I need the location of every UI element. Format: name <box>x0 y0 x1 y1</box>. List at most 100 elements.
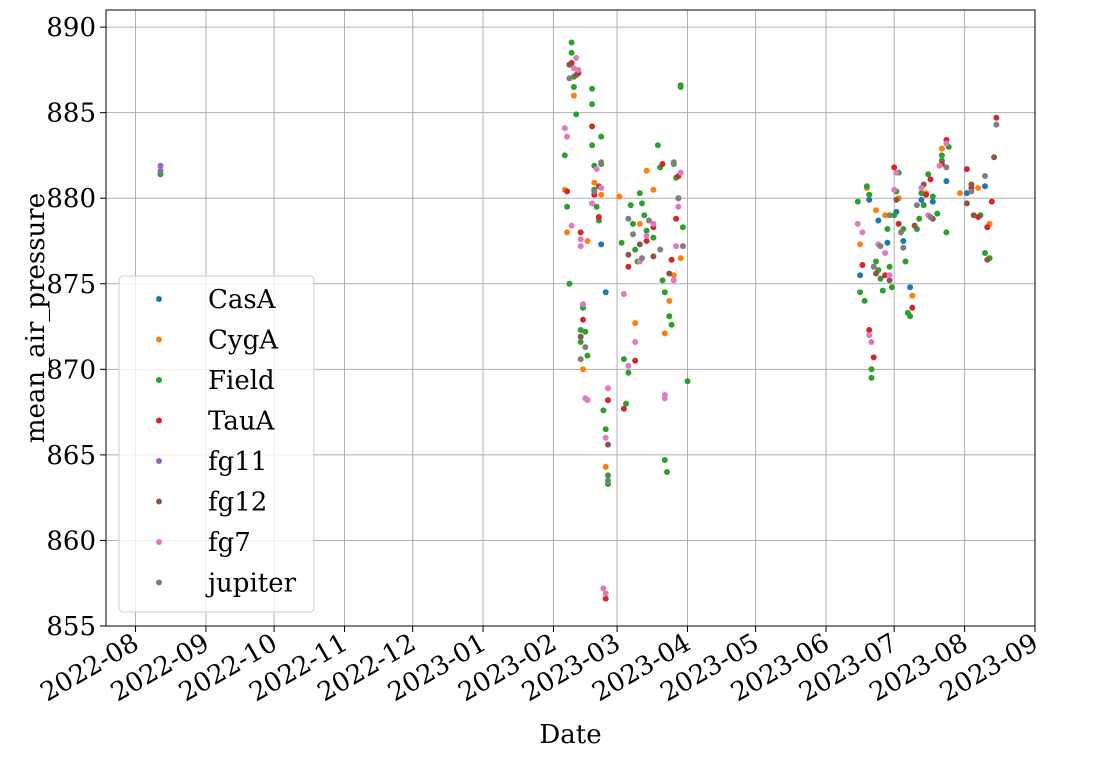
data-point <box>650 253 657 260</box>
legend: CasA CygA Field TauA fg11 fg12 fg7 jupiter <box>118 275 315 613</box>
data-point <box>866 191 873 198</box>
data-point <box>598 241 605 248</box>
legend-label: CygA <box>208 326 279 356</box>
legend-label: CasA <box>208 285 277 315</box>
legend-marker <box>156 498 162 505</box>
data-point <box>591 188 598 195</box>
data-point <box>616 193 623 200</box>
data-point <box>993 114 1000 121</box>
data-point <box>943 140 950 147</box>
legend-box <box>118 275 315 613</box>
data-point <box>570 84 577 90</box>
data-point <box>605 477 611 484</box>
legend-item: fg7 <box>156 528 251 558</box>
data-point <box>982 250 988 256</box>
data-point <box>577 229 584 236</box>
data-point <box>873 270 879 277</box>
data-point <box>664 469 670 475</box>
data-point <box>577 236 584 243</box>
data-point <box>893 196 900 203</box>
data-point <box>891 212 898 219</box>
data-point <box>589 200 596 207</box>
data-point <box>618 239 625 246</box>
data-point <box>900 238 907 244</box>
data-point <box>598 159 605 166</box>
data-point <box>625 362 632 369</box>
y-axis-ticks: 855 860 865 870 875 880 885 890 <box>46 13 106 642</box>
data-point <box>866 332 873 339</box>
data-point <box>157 162 164 169</box>
data-point <box>677 84 684 90</box>
data-point <box>666 297 673 304</box>
data-point <box>593 203 600 210</box>
data-point <box>927 176 934 183</box>
data-point <box>584 352 591 359</box>
data-point <box>620 405 627 412</box>
data-point <box>918 185 925 191</box>
data-point <box>580 301 586 308</box>
data-point <box>623 400 630 407</box>
data-point <box>968 181 975 188</box>
data-point <box>677 169 684 176</box>
data-point <box>893 169 900 176</box>
data-point <box>902 258 909 265</box>
data-point <box>577 327 584 333</box>
data-point <box>577 243 584 250</box>
data-point <box>868 339 875 345</box>
legend-label: fg7 <box>208 528 251 558</box>
data-point <box>963 166 970 173</box>
data-point <box>573 72 580 78</box>
data-point <box>589 123 596 130</box>
data-point <box>643 227 650 234</box>
legend-item: CasA <box>156 285 277 315</box>
data-point <box>605 385 611 392</box>
data-points <box>157 39 1000 602</box>
y-tick-label: 885 <box>46 99 96 129</box>
legend-item: fg11 <box>156 447 267 477</box>
data-point <box>595 214 602 220</box>
data-point <box>907 284 914 291</box>
data-point <box>918 190 925 197</box>
data-point <box>861 297 868 304</box>
data-point <box>602 595 609 602</box>
data-point <box>627 202 634 209</box>
data-point <box>886 212 893 219</box>
data-point <box>668 321 675 328</box>
legend-label: Field <box>208 366 275 396</box>
data-point <box>659 277 666 284</box>
legend-item: fg12 <box>156 488 267 518</box>
data-point <box>661 457 668 463</box>
series-fg11 <box>157 162 164 174</box>
data-point <box>909 304 916 311</box>
data-point <box>907 313 914 320</box>
data-point <box>870 354 877 361</box>
data-point <box>575 66 582 73</box>
y-tick-label: 890 <box>46 13 96 43</box>
data-point <box>918 196 925 203</box>
data-point <box>570 92 577 99</box>
data-point <box>857 289 864 296</box>
data-point <box>598 191 605 198</box>
data-point <box>582 344 589 351</box>
data-point <box>636 190 643 197</box>
data-point <box>884 226 891 232</box>
data-point <box>639 255 645 262</box>
data-point <box>970 212 977 219</box>
data-point <box>668 256 675 263</box>
data-point <box>923 191 929 198</box>
data-point <box>566 280 573 287</box>
data-point <box>632 339 639 345</box>
data-point <box>675 195 682 202</box>
data-point <box>577 339 584 345</box>
data-point <box>886 277 893 284</box>
data-point <box>666 270 673 277</box>
y-tick-label: 855 <box>46 612 96 642</box>
data-point <box>602 434 609 441</box>
x-axis-title: Date <box>539 720 601 750</box>
data-point <box>598 185 605 191</box>
data-point <box>625 251 632 258</box>
data-point <box>868 374 875 381</box>
data-point <box>877 275 884 282</box>
legend-marker <box>156 377 162 383</box>
